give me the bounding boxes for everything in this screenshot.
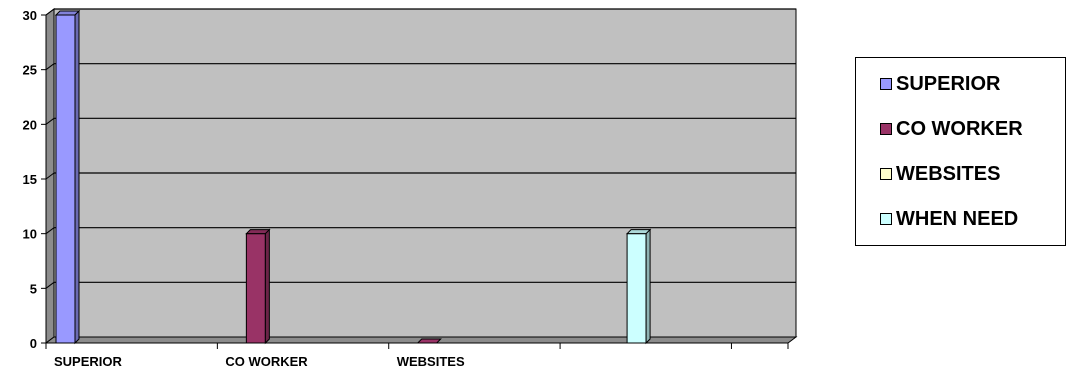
bar-side bbox=[264, 228, 270, 345]
legend-swatch-superior bbox=[880, 78, 892, 90]
bar bbox=[55, 14, 76, 344]
legend-swatch-co-worker bbox=[880, 123, 892, 135]
legend-swatch-when-need bbox=[880, 213, 892, 225]
y-tick-label: 20 bbox=[23, 117, 37, 132]
y-tick-label: 25 bbox=[23, 63, 37, 78]
bar-side bbox=[645, 228, 651, 345]
gridline-side bbox=[45, 281, 55, 289]
gridline-side bbox=[45, 227, 55, 235]
y-tick-label: 30 bbox=[23, 8, 37, 23]
plot-area bbox=[44, 8, 798, 344]
legend-item-websites: WEBSITES bbox=[880, 159, 1000, 189]
y-axis-tick-labels: 0 5 10 15 20 25 30 bbox=[23, 8, 37, 351]
x-tick-label: SUPERIOR bbox=[54, 354, 123, 369]
y-tick-label: 0 bbox=[30, 336, 37, 351]
axes bbox=[41, 14, 789, 349]
gridlines bbox=[45, 8, 796, 289]
x-tick-label: WEBSITES bbox=[397, 354, 465, 369]
legend-label-when-need: WHEN NEED bbox=[896, 207, 1019, 230]
gridline-side bbox=[45, 8, 55, 16]
gridline-side bbox=[45, 63, 55, 71]
gridline-side bbox=[45, 172, 55, 180]
legend-item-superior: SUPERIOR bbox=[880, 69, 1000, 99]
y-tick-label: 15 bbox=[23, 172, 37, 187]
legend-swatch-websites bbox=[880, 168, 892, 180]
legend-label-websites: WEBSITES bbox=[896, 162, 1001, 185]
legend-label-co-worker: CO WORKER bbox=[896, 117, 1023, 140]
y-tick-label: 10 bbox=[23, 227, 37, 242]
bar bbox=[626, 233, 647, 344]
legend-item-when-need: WHEN NEED bbox=[880, 204, 1018, 234]
legend: SUPERIOR CO WORKER WEBSITES WHEN NEED bbox=[855, 57, 1066, 246]
bar-zero bbox=[416, 338, 442, 344]
y-tick-label: 5 bbox=[30, 281, 37, 296]
x-tick-label: CO WORKER bbox=[225, 354, 308, 369]
bars bbox=[54, 9, 652, 345]
legend-label-superior: SUPERIOR bbox=[896, 72, 1001, 95]
bar bbox=[245, 233, 266, 344]
legend-item-co-worker: CO WORKER bbox=[880, 114, 1023, 144]
x-axis-tick-labels: SUPERIOR CO WORKER WEBSITES bbox=[54, 354, 465, 369]
bar-side bbox=[74, 9, 80, 345]
gridline-side bbox=[45, 117, 55, 125]
